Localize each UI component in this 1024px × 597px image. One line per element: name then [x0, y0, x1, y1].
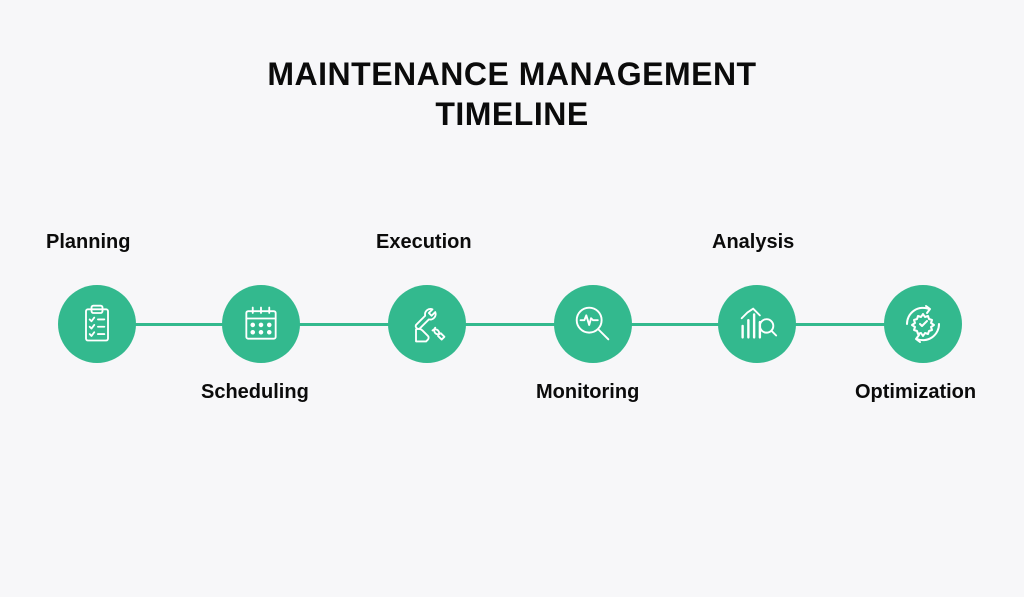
step-label-optimization: Optimization	[855, 381, 976, 404]
gear-cycle-icon	[899, 300, 947, 348]
connector-4-5	[628, 323, 728, 326]
bar-chart-magnifier-icon	[734, 301, 780, 347]
connector-1-2	[130, 323, 230, 326]
step-node-optimization	[884, 285, 962, 363]
calendar-icon	[239, 302, 283, 346]
connector-5-6	[792, 323, 892, 326]
step-node-planning	[58, 285, 136, 363]
connector-2-3	[296, 323, 396, 326]
title-line-2: TIMELINE	[435, 96, 588, 132]
wrench-hand-icon	[405, 302, 449, 346]
magnifier-pulse-icon	[570, 301, 616, 347]
title-line-1: MAINTENANCE MANAGEMENT	[267, 56, 756, 92]
step-label-planning: Planning	[46, 231, 130, 254]
step-node-execution	[388, 285, 466, 363]
connector-3-4	[462, 323, 562, 326]
step-label-monitoring: Monitoring	[536, 381, 639, 404]
page-title: MAINTENANCE MANAGEMENT TIMELINE	[0, 54, 1024, 134]
step-label-scheduling: Scheduling	[201, 381, 309, 404]
timeline: Planning	[0, 285, 1024, 485]
step-label-execution: Execution	[376, 231, 472, 254]
clipboard-checklist-icon	[75, 302, 119, 346]
step-label-analysis: Analysis	[712, 231, 794, 254]
step-node-analysis	[718, 285, 796, 363]
step-node-scheduling	[222, 285, 300, 363]
step-node-monitoring	[554, 285, 632, 363]
